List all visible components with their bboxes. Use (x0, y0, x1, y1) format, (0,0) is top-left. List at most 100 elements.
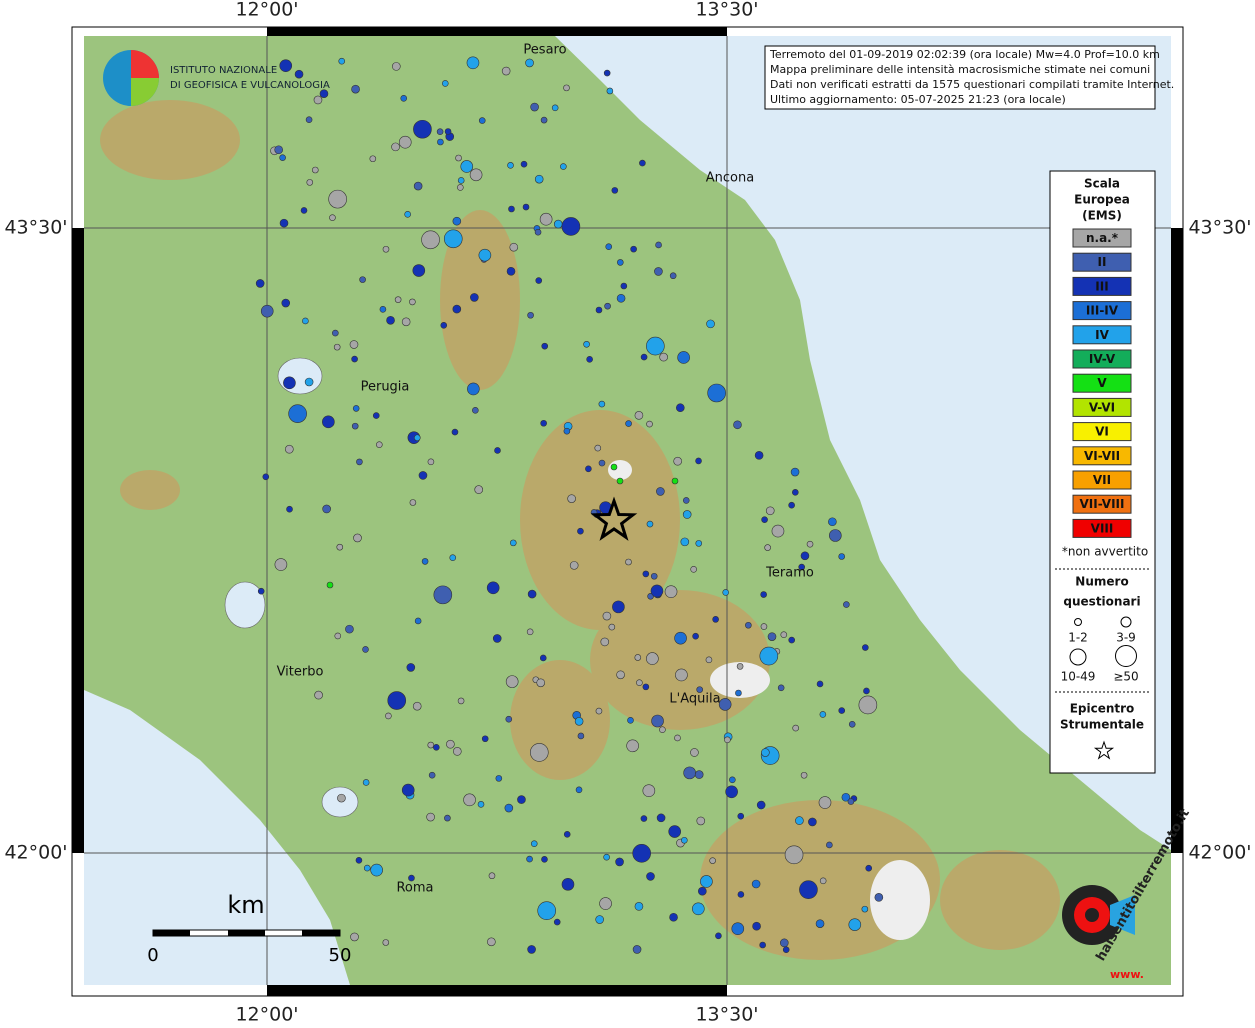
intensity-point (599, 897, 612, 910)
intensity-point (586, 356, 593, 363)
intensity-point (729, 776, 736, 784)
intensity-point (351, 355, 358, 363)
intensity-point (338, 57, 346, 65)
legend-size (1074, 618, 1082, 626)
intensity-point (537, 901, 556, 921)
intensity-point (669, 912, 678, 922)
intensity-point (659, 352, 668, 362)
intensity-point (692, 902, 705, 916)
intensity-point (504, 803, 514, 813)
legend-size-label: ≥50 (1113, 670, 1138, 684)
tyrrhenian-sea (84, 690, 350, 985)
city-label: Pesaro (523, 43, 566, 58)
intensity-point (695, 540, 703, 547)
intensity-point (286, 505, 293, 513)
intensity-point (683, 766, 696, 780)
intensity-point (650, 572, 658, 580)
intensity-point (646, 336, 665, 356)
intensity-point (595, 306, 603, 314)
intensity-point (311, 166, 319, 174)
intensity-point (595, 707, 603, 715)
intensity-point (352, 405, 360, 412)
intensity-point (427, 741, 435, 749)
intensity-point (279, 218, 289, 228)
intensity-point (690, 748, 699, 757)
legend-size-label: 3-9 (1116, 631, 1136, 645)
intensity-point (692, 632, 699, 640)
legend-swatch (1072, 446, 1132, 466)
intensity-point (733, 420, 742, 430)
legend-label: VII-VIII (1079, 497, 1124, 511)
legend-swatch (1072, 301, 1132, 321)
intensity-point (540, 419, 547, 427)
intensity-point (409, 298, 416, 306)
intensity-point (634, 411, 644, 420)
intensity-point (457, 177, 465, 184)
intensity-point (737, 891, 745, 898)
intensity-point (285, 444, 294, 454)
intensity-point (567, 494, 576, 503)
intensity-point (654, 267, 663, 276)
intensity-point (457, 697, 465, 705)
intensity-point (799, 880, 818, 899)
intensity-point (800, 551, 810, 561)
info-line: Terremoto del 01-09-2019 02:02:39 (ora l… (769, 48, 1160, 61)
lon-label: 12°00' (235, 0, 298, 21)
intensity-point (632, 844, 651, 863)
legend-title: Scala (1084, 177, 1120, 191)
intensity-point (598, 459, 606, 467)
intensity-point (387, 691, 407, 710)
intensity-point (412, 264, 426, 277)
intensity-point (862, 644, 869, 651)
adriatic-sea (555, 36, 1171, 850)
legend-swatch (1072, 325, 1132, 345)
intensity-point (336, 543, 344, 551)
intensity-point (353, 533, 362, 543)
intensity-point (595, 915, 604, 924)
intensity-point (640, 353, 648, 361)
intensity-point (304, 377, 314, 387)
intensity-point (495, 775, 503, 782)
intensity-point (759, 646, 779, 666)
legend-size (1069, 648, 1087, 666)
intensity-point (260, 304, 274, 318)
legend-swatch (1072, 397, 1132, 417)
intensity-point (798, 563, 805, 571)
info-box (764, 45, 1156, 110)
legend-swatch (1072, 349, 1132, 369)
scale-label: 50 (329, 945, 352, 966)
intensity-point (759, 941, 766, 949)
intensity-point (474, 485, 484, 494)
intensity-point (376, 441, 383, 448)
intensity-point (455, 154, 462, 162)
intensity-point (646, 420, 653, 428)
scale-bar: km 0 50 (147, 891, 351, 966)
legend-size-label: 10-49 (1061, 670, 1096, 684)
intensity-point (527, 311, 534, 319)
intensity-point (560, 163, 567, 170)
intensity-point (690, 565, 697, 573)
intensity-point (487, 937, 496, 947)
intensity-point (680, 537, 690, 547)
intensity-point (460, 160, 474, 173)
intensity-point (761, 516, 768, 523)
city-label: Viterbo (277, 665, 324, 680)
intensity-point (444, 128, 452, 135)
intensity-point (784, 845, 804, 865)
intensity-point (816, 680, 824, 688)
logo-line: DI GEOFISICA E VULCANOLOGIA (170, 80, 330, 91)
intensity-point (466, 56, 480, 70)
intensity-point (651, 714, 664, 728)
intensity-point (669, 272, 677, 280)
intensity-point (668, 825, 682, 838)
intensity-point (650, 584, 664, 598)
intensity-point (526, 628, 534, 636)
intensity-point (283, 376, 296, 390)
intensity-point (326, 581, 334, 589)
intensity-point (615, 857, 624, 867)
intensity-point (656, 487, 665, 496)
city-label: Perugia (361, 380, 410, 395)
intensity-point (616, 670, 625, 680)
intensity-point (819, 877, 827, 885)
intensity-point (413, 181, 423, 191)
